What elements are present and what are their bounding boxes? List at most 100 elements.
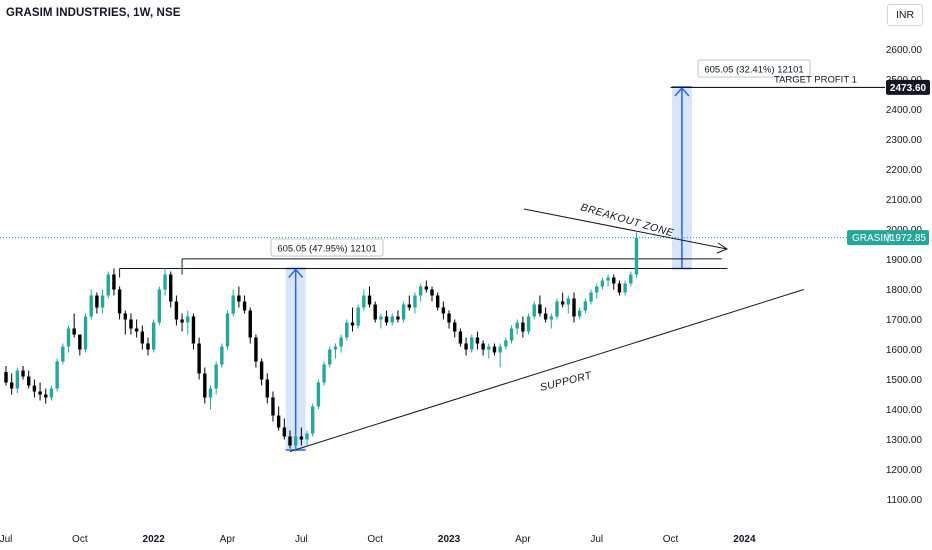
candle-body <box>521 322 525 332</box>
candle-body <box>316 382 321 407</box>
candle-body <box>220 346 224 365</box>
candle <box>617 280 622 296</box>
candle-body <box>27 376 31 386</box>
candle-body <box>117 289 122 314</box>
candle-body <box>441 307 446 314</box>
candle-body <box>470 337 474 350</box>
candle-body <box>464 343 468 350</box>
candle <box>220 343 224 368</box>
candle-body <box>475 337 480 344</box>
candle-body <box>458 331 463 344</box>
candle <box>458 328 463 347</box>
candle <box>521 316 525 338</box>
candle-body <box>566 298 571 305</box>
candle <box>66 325 71 353</box>
candle <box>498 343 502 368</box>
candle-body <box>515 322 519 329</box>
x-tick-label: 2022 <box>143 534 166 545</box>
y-tick-label: 2400.00 <box>886 105 923 116</box>
candle-body <box>498 346 502 353</box>
candle-body <box>203 373 207 398</box>
support-text: SUPPORT <box>539 369 594 394</box>
candle <box>634 232 639 278</box>
candle <box>441 301 446 320</box>
candle <box>328 346 332 368</box>
candle <box>424 280 429 293</box>
measure-1-label: 605.05 (47.95%) 12101 <box>277 244 376 255</box>
candle-body <box>38 391 42 395</box>
y-tick-label: 2300.00 <box>886 135 923 146</box>
candle <box>384 310 389 326</box>
y-tick-label: 1600.00 <box>886 345 923 356</box>
breakout-zone-text: BREAKOUT ZONE <box>579 201 675 239</box>
candle-body <box>174 301 179 320</box>
candle <box>515 319 519 335</box>
measure-1-arrow-head <box>288 268 304 278</box>
candle <box>487 343 491 359</box>
candle <box>305 430 309 446</box>
symbol-label: GRASIM <box>852 233 891 244</box>
candle <box>9 373 14 395</box>
candle <box>15 367 20 393</box>
candle <box>151 319 156 353</box>
candle <box>78 334 82 356</box>
annotation-labels: 605.05 (47.95%) 12101 605.05 (32.41%) 121… <box>270 59 930 394</box>
candle <box>95 292 99 314</box>
candle <box>413 292 417 314</box>
x-tick-label: Apr <box>515 534 531 545</box>
candle-body <box>106 274 110 296</box>
candle <box>27 370 31 389</box>
candle <box>339 334 343 353</box>
candle <box>271 391 275 422</box>
candle <box>112 268 116 296</box>
candle-body <box>83 316 88 350</box>
candle-body <box>549 316 553 320</box>
drawing-lines <box>0 86 885 452</box>
candle-body <box>356 307 360 326</box>
candle <box>288 430 292 449</box>
candle-body <box>231 295 235 314</box>
candle <box>225 310 230 350</box>
candle <box>447 310 451 329</box>
measure-1-label-box <box>270 238 384 257</box>
candle <box>362 289 366 311</box>
candle-body <box>390 316 394 323</box>
candle-body <box>617 283 622 293</box>
candle <box>254 334 258 368</box>
candle-body <box>629 274 633 284</box>
candle <box>106 271 110 299</box>
x-tick-label: Oct <box>663 534 679 545</box>
measure-tools <box>285 86 692 451</box>
candle-body <box>140 331 145 344</box>
candle-body <box>293 436 298 446</box>
candle <box>543 307 548 323</box>
candle-body <box>89 295 93 317</box>
candle <box>453 319 457 338</box>
chart-title: GRASIM INDUSTRIES, 1W, NSE <box>6 7 181 19</box>
candle <box>560 292 565 308</box>
candle <box>583 298 588 314</box>
support-trendline <box>289 289 804 452</box>
measure-1-label-group: 605.05 (47.95%) 12101 <box>270 238 384 257</box>
candle <box>390 313 394 326</box>
candle-body <box>66 328 71 347</box>
x-tick-label: 2024 <box>733 534 756 545</box>
candle-body <box>282 427 287 437</box>
candle-body <box>4 372 8 383</box>
candle <box>600 277 605 290</box>
candle <box>4 366 8 386</box>
y-tick-label: 1400.00 <box>886 405 923 416</box>
candle <box>623 280 627 296</box>
currency-button[interactable]: INR <box>887 4 923 26</box>
candle <box>538 295 542 317</box>
candle-body <box>379 316 383 320</box>
candle-body <box>583 301 588 311</box>
candle <box>401 301 406 323</box>
candle <box>532 301 536 320</box>
candle <box>577 307 582 320</box>
candle <box>129 313 133 335</box>
candle-body <box>134 328 139 332</box>
candle-body <box>271 397 275 416</box>
candle <box>83 313 88 353</box>
